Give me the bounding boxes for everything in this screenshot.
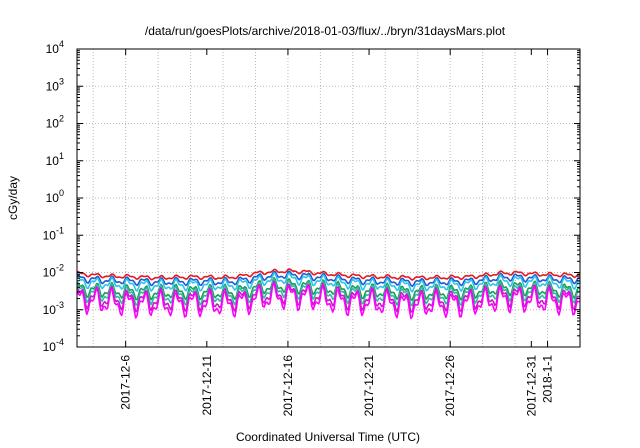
y-axis-label: cGy/day (6, 176, 20, 220)
series-line-5 (76, 278, 581, 307)
series-line-3 (76, 272, 581, 293)
tick-marks (77, 48, 580, 348)
series-line-7 (76, 282, 581, 320)
x-axis-label: Coordinated Universal Time (UTC) (236, 430, 420, 444)
series-line-4 (76, 276, 581, 302)
x-tick-label: 2017-12-6 (119, 355, 133, 410)
y-tick-label: 100 (46, 188, 64, 205)
chart-title: /data/run/goesPlots/archive/2018-01-03/f… (145, 24, 506, 38)
x-tick-label: 2017-12-21 (362, 355, 376, 417)
y-tick-labels: 10-4 10-3 10-2 10-1 100 101 102 103 104 (43, 39, 64, 354)
x-tick-label: 2017-12-26 (443, 355, 457, 417)
y-tick-label: 10-3 (43, 300, 64, 317)
series-line-2 (76, 270, 581, 288)
y-tick-label: 101 (46, 151, 64, 168)
x-tick-label: 2017-12-11 (200, 355, 214, 416)
x-tick-label: 2018-1-1 (541, 355, 555, 403)
y-tick-label: 104 (46, 39, 64, 56)
y-tick-label: 103 (46, 76, 64, 93)
y-tick-label: 10-2 (43, 263, 64, 280)
x-tick-label: 2017-12-31 (524, 355, 538, 417)
y-tick-label: 102 (46, 114, 64, 131)
series-line-1 (77, 268, 580, 281)
x-tick-labels: 2017-12-6 2017-12-11 2017-12-16 2017-12-21 2… (119, 355, 555, 417)
series-group (76, 268, 581, 320)
y-tick-label: 10-4 (43, 337, 64, 354)
x-tick-label: 2017-12-16 (281, 355, 295, 417)
y-tick-label: 10-1 (43, 225, 64, 242)
